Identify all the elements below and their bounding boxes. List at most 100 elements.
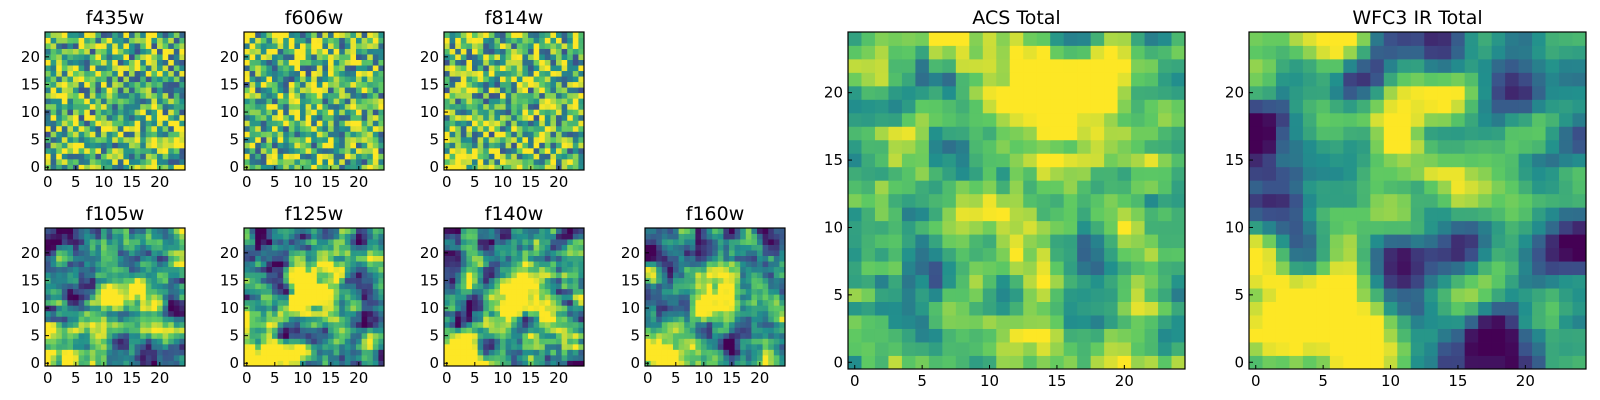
- heatmap-cell: [300, 54, 306, 60]
- heatmap-cell: [378, 233, 385, 240]
- heatmap-cell: [67, 299, 74, 306]
- heatmap-cell: [483, 354, 490, 361]
- heatmap-cell: [67, 81, 74, 88]
- heatmap-cell: [684, 294, 691, 301]
- heatmap-cell: [294, 343, 301, 350]
- heatmap-cell: [901, 193, 916, 208]
- heatmap-cell: [61, 349, 68, 356]
- heatmap-cell: [539, 54, 546, 60]
- heatmap-cell: [701, 299, 707, 306]
- heatmap-cell: [112, 120, 119, 127]
- heatmap-cell: [460, 131, 467, 138]
- heatmap-cell: [466, 59, 473, 66]
- heatmap-cell: [244, 65, 250, 72]
- heatmap-cell: [1077, 261, 1092, 276]
- heatmap-cell: [305, 76, 312, 83]
- heatmap-cell: [255, 354, 262, 361]
- heatmap-cell: [567, 43, 574, 49]
- heatmap-cell: [300, 136, 306, 143]
- heatmap-cell: [67, 142, 74, 149]
- heatmap-cell: [533, 321, 540, 328]
- heatmap-cell: [848, 355, 862, 370]
- heatmap-cell: [344, 37, 351, 44]
- heatmap-cell: [134, 147, 141, 154]
- heatmap-cell: [1023, 166, 1038, 181]
- heatmap-cell: [695, 294, 702, 301]
- heatmap-cell: [650, 255, 657, 262]
- heatmap-cell: [84, 310, 91, 317]
- heatmap-cell: [488, 233, 495, 240]
- heatmap-cell: [145, 228, 152, 234]
- heatmap-cell: [678, 266, 685, 273]
- heatmap-cell: [578, 114, 585, 121]
- heatmap-cell: [129, 338, 135, 345]
- heatmap-cell: [305, 48, 312, 55]
- heatmap-cell: [572, 310, 579, 317]
- heatmap-cell: [129, 288, 135, 295]
- heatmap-cell: [101, 103, 107, 110]
- heatmap-cell: [915, 288, 930, 302]
- heatmap-cell: [942, 247, 957, 262]
- heatmap-cell: [179, 158, 186, 165]
- heatmap-cell: [372, 48, 379, 55]
- heatmap-cell: [311, 32, 318, 38]
- heatmap-cell: [1104, 301, 1118, 316]
- heatmap-cell: [1077, 315, 1092, 329]
- heatmap-cell: [578, 164, 585, 171]
- heatmap-cell: [661, 310, 668, 317]
- heatmap-cell: [1009, 139, 1024, 154]
- heatmap-cell: [283, 114, 290, 121]
- heatmap-cell: [112, 228, 119, 234]
- heatmap-cell: [266, 59, 273, 66]
- heatmap-cell: [695, 343, 702, 350]
- heatmap-cell: [969, 355, 984, 370]
- heatmap-cell: [505, 98, 512, 105]
- heatmap-cell: [466, 76, 473, 83]
- heatmap-cell: [61, 305, 68, 312]
- heatmap-cell: [1158, 315, 1172, 329]
- heatmap-cell: [556, 288, 562, 295]
- heatmap-cell: [73, 354, 79, 361]
- heatmap-cell: [67, 250, 74, 256]
- heatmap-cell: [61, 250, 68, 256]
- heatmap-cell: [578, 37, 585, 44]
- heatmap-cell: [561, 299, 568, 306]
- heatmap-cell: [996, 126, 1011, 141]
- heatmap-cell: [179, 244, 186, 251]
- heatmap-cell: [544, 109, 551, 116]
- heatmap-cell: [505, 120, 512, 127]
- heatmap-cell: [89, 32, 96, 38]
- heatmap-cell: [729, 305, 735, 312]
- heatmap-cell: [106, 354, 113, 361]
- heatmap-cell: [277, 142, 284, 149]
- heatmap-cell: [249, 131, 256, 138]
- heatmap-cell: [483, 120, 490, 127]
- heatmap-cell: [488, 153, 495, 160]
- heatmap-cell: [544, 283, 551, 290]
- heatmap-cell: [734, 316, 741, 323]
- heatmap-cell: [505, 164, 512, 171]
- heatmap-cell: [277, 32, 284, 38]
- heatmap-cell: [717, 288, 724, 295]
- heatmap-cell: [272, 76, 278, 83]
- heatmap-cell: [45, 272, 51, 279]
- heatmap-cell: [356, 54, 362, 60]
- heatmap-cell: [561, 343, 568, 350]
- heatmap-cell: [528, 120, 534, 127]
- heatmap-cell: [339, 255, 346, 262]
- heatmap-cell: [173, 277, 180, 284]
- heatmap-cell: [89, 43, 96, 49]
- heatmap-cell: [179, 142, 186, 149]
- heatmap-cell: [89, 288, 96, 295]
- heatmap-cell: [494, 349, 501, 356]
- heatmap-cell: [95, 332, 102, 339]
- heatmap-cell: [344, 305, 351, 312]
- heatmap-cell: [1036, 139, 1051, 154]
- heatmap-cell: [455, 37, 462, 44]
- heatmap-cell: [361, 92, 368, 99]
- heatmap-cell: [50, 360, 57, 367]
- heatmap-cell: [372, 59, 379, 66]
- heatmap-cell: [179, 120, 186, 127]
- heatmap-cell: [1158, 328, 1172, 343]
- heatmap-cell: [533, 87, 540, 94]
